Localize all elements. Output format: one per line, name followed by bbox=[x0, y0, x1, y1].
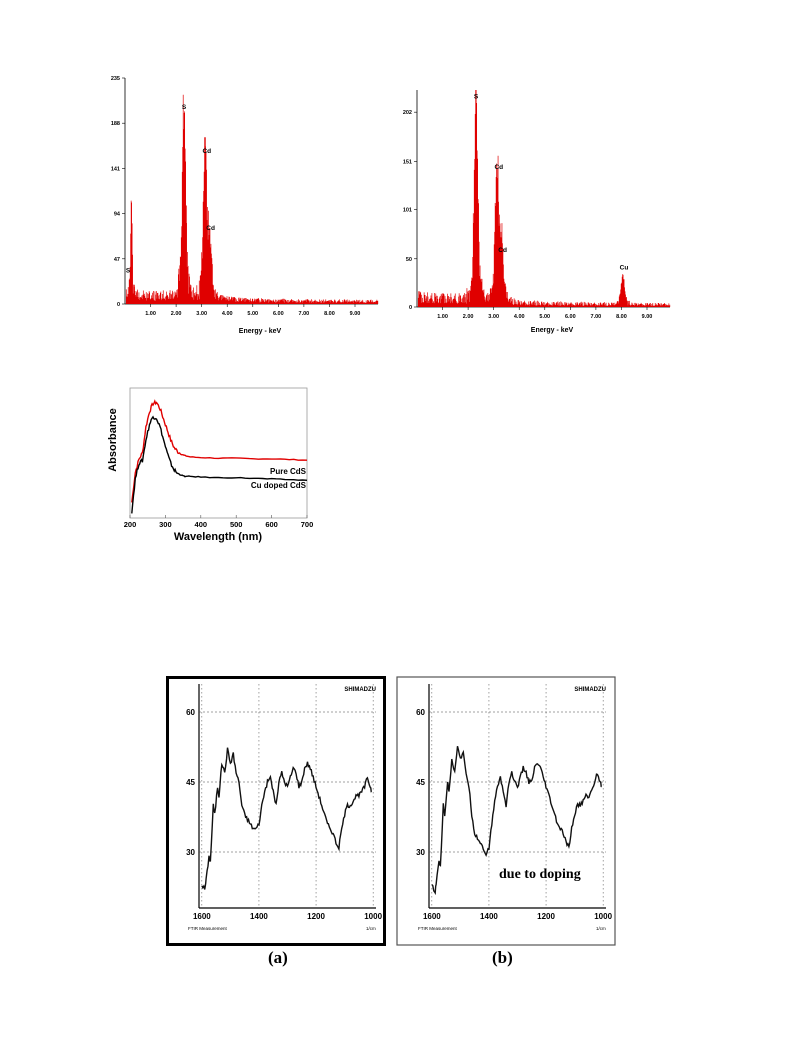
x-tick-label: 400 bbox=[195, 520, 208, 529]
y-tick-label: 45 bbox=[416, 778, 425, 787]
x-tick-label: 1600 bbox=[193, 912, 211, 921]
brand-logo: SHIMADZU bbox=[344, 687, 376, 693]
peak-label: Cd bbox=[206, 225, 215, 232]
spectrum-series bbox=[417, 90, 671, 307]
x-axis-label: Energy - keV bbox=[531, 327, 574, 334]
x-tick-label: 5.00 bbox=[247, 311, 258, 317]
y-tick-label: 30 bbox=[416, 848, 425, 857]
ftir-series-line bbox=[431, 746, 602, 896]
y-tick-label: 188 bbox=[111, 121, 120, 127]
y-tick-label: 45 bbox=[186, 778, 195, 787]
x-tick-label: 6.00 bbox=[565, 314, 576, 320]
x-tick-label: 2.00 bbox=[463, 314, 474, 320]
x-tick-label: 5.00 bbox=[539, 314, 550, 320]
x-tick-label: 1400 bbox=[480, 912, 498, 921]
plot-frame bbox=[129, 387, 308, 519]
spectrum-series bbox=[125, 94, 379, 304]
x-tick-label: 1400 bbox=[250, 912, 268, 921]
peak-label: S bbox=[126, 267, 131, 274]
series-line-cu-doped bbox=[131, 415, 308, 514]
peak-label: Cu bbox=[620, 264, 629, 271]
x-tick-label: 3.00 bbox=[196, 311, 207, 317]
y-tick-label: 235 bbox=[111, 76, 120, 82]
x-tick-label: 4.00 bbox=[514, 314, 525, 320]
y-axis-label: Absorbance bbox=[107, 408, 119, 472]
x-tick-label: 600 bbox=[265, 520, 278, 529]
x-tick-label: 700 bbox=[301, 520, 314, 529]
legend-pure-cds: Pure CdS bbox=[270, 467, 307, 476]
x-tick-label: 8.00 bbox=[324, 311, 335, 317]
ftir-spectrum-b: 60 45 30 1600 1400 1200 1000 SHIMADZU due to d… bbox=[396, 676, 616, 946]
brand-logo: SHIMADZU bbox=[574, 687, 606, 693]
peak-label: Cd bbox=[494, 164, 503, 171]
y-tick-label: 30 bbox=[186, 848, 195, 857]
y-tick-label: 202 bbox=[403, 110, 412, 116]
x-tick-label: 4.00 bbox=[222, 311, 233, 317]
edx-spectrum-pure-cds: 0 47 94 141 188 235 1.00 2.00 3.00 4.00 5.00 6.00 7.… bbox=[111, 76, 379, 335]
peak-label: S bbox=[182, 104, 187, 111]
y-tick-label: 94 bbox=[114, 212, 121, 218]
x-axis-label: Wavelength (nm) bbox=[174, 531, 263, 543]
x-tick-label: 2.00 bbox=[171, 311, 182, 317]
caption-b: (b) bbox=[492, 948, 513, 967]
doping-annotation: due to doping bbox=[499, 867, 581, 882]
y-tick-label: 60 bbox=[416, 708, 425, 717]
x-tick-label: 1.00 bbox=[437, 314, 448, 320]
x-tick-label: 200 bbox=[124, 520, 137, 529]
peak-label: Cd bbox=[498, 247, 507, 254]
x-tick-label: 1200 bbox=[537, 912, 555, 921]
series-line-pure bbox=[131, 399, 308, 503]
y-tick-label: 141 bbox=[111, 166, 120, 172]
x-tick-label: 7.00 bbox=[299, 311, 310, 317]
x-tick-label: 3.00 bbox=[488, 314, 499, 320]
x-tick-label: 1000 bbox=[594, 912, 612, 921]
x-tick-label: 500 bbox=[230, 520, 243, 529]
legend-cu-doped-cds: Cu doped CdS bbox=[251, 481, 307, 490]
x-tick-label: 300 bbox=[159, 520, 172, 529]
y-tick-label: 101 bbox=[403, 208, 412, 214]
x-tick-label: 9.00 bbox=[350, 311, 361, 317]
peak-label: S bbox=[474, 94, 479, 101]
peak-label: Cd bbox=[202, 148, 211, 155]
edx-spectrum-cu-doped-cds: 0 50 101 151 202 1.00 2.00 3.00 4.00 5.00 6.00 7.00… bbox=[403, 90, 671, 334]
footer-label: FTIR Measurement bbox=[418, 926, 458, 931]
x-tick-label: 7.00 bbox=[591, 314, 602, 320]
footer-unit: 1/cm bbox=[366, 926, 376, 931]
x-tick-label: 1000 bbox=[364, 912, 382, 921]
x-tick-label: 1200 bbox=[307, 912, 325, 921]
y-tick-label: 0 bbox=[117, 302, 120, 308]
footer-unit: 1/cm bbox=[596, 926, 606, 931]
x-tick-label: 6.00 bbox=[273, 311, 284, 317]
y-tick-label: 50 bbox=[406, 257, 412, 263]
caption-a: (a) bbox=[268, 948, 288, 967]
ftir-series-line bbox=[201, 747, 372, 890]
y-tick-label: 0 bbox=[409, 305, 412, 311]
x-tick-label: 1.00 bbox=[145, 311, 156, 317]
x-axis-label: Energy - keV bbox=[239, 328, 282, 335]
y-tick-label: 47 bbox=[114, 257, 120, 263]
x-tick-label: 1600 bbox=[423, 912, 441, 921]
y-tick-label: 60 bbox=[186, 708, 195, 717]
uv-absorbance-chart: 200 300 400 500 600 700 Pure CdS Cu doped CdS… bbox=[107, 387, 314, 543]
footer-label: FTIR Measurement bbox=[188, 926, 228, 931]
x-tick-label: 8.00 bbox=[616, 314, 627, 320]
y-tick-label: 151 bbox=[403, 159, 412, 165]
x-tick-label: 9.00 bbox=[642, 314, 653, 320]
ftir-spectrum-a: 60 45 30 1600 1400 1200 1000 SHIMADZU FTIR Mea… bbox=[166, 676, 386, 946]
